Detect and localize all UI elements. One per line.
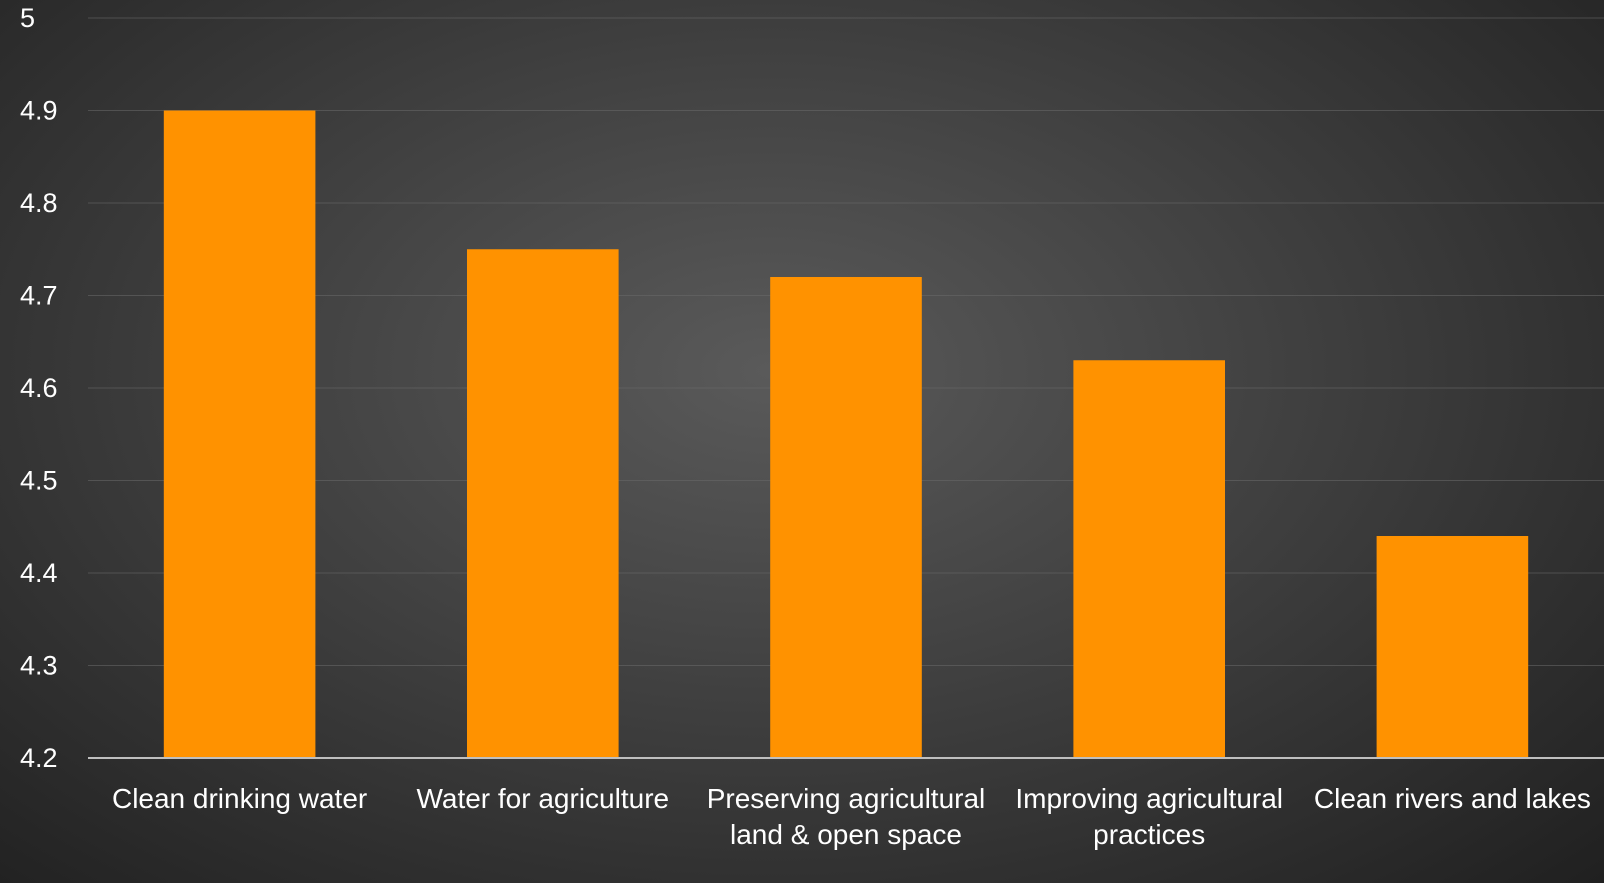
- y-tick-label: 4.7: [20, 281, 58, 311]
- bar: [1073, 360, 1225, 758]
- bar: [467, 249, 619, 758]
- y-tick-label: 4.3: [20, 651, 58, 681]
- x-tick-label: land & open space: [730, 819, 962, 850]
- x-tick-label: Improving agricultural: [1015, 783, 1283, 814]
- y-tick-label: 4.8: [20, 188, 58, 218]
- y-tick-label: 4.4: [20, 558, 58, 588]
- y-axis-ticks: 4.2 4.3 4.4 4.5 4.6 4.7 4.8 4.9 5: [20, 3, 58, 773]
- x-tick-label: practices: [1093, 819, 1205, 850]
- y-tick-label: 4.2: [20, 743, 58, 773]
- y-tick-label: 4.6: [20, 373, 58, 403]
- y-tick-label: 5: [20, 3, 35, 33]
- x-tick-label: Water for agriculture: [416, 783, 669, 814]
- x-axis-labels: Clean drinking water Water for agricultur…: [112, 783, 1591, 850]
- x-tick-label: Preserving agricultural: [707, 783, 986, 814]
- y-tick-label: 4.5: [20, 466, 58, 496]
- bar: [163, 110, 316, 758]
- x-tick-label: Clean rivers and lakes: [1314, 783, 1591, 814]
- bars: [163, 110, 1529, 758]
- bar: [770, 277, 922, 758]
- bar: [1376, 536, 1529, 758]
- x-tick-label: Clean drinking water: [112, 783, 367, 814]
- y-tick-label: 4.9: [20, 96, 58, 126]
